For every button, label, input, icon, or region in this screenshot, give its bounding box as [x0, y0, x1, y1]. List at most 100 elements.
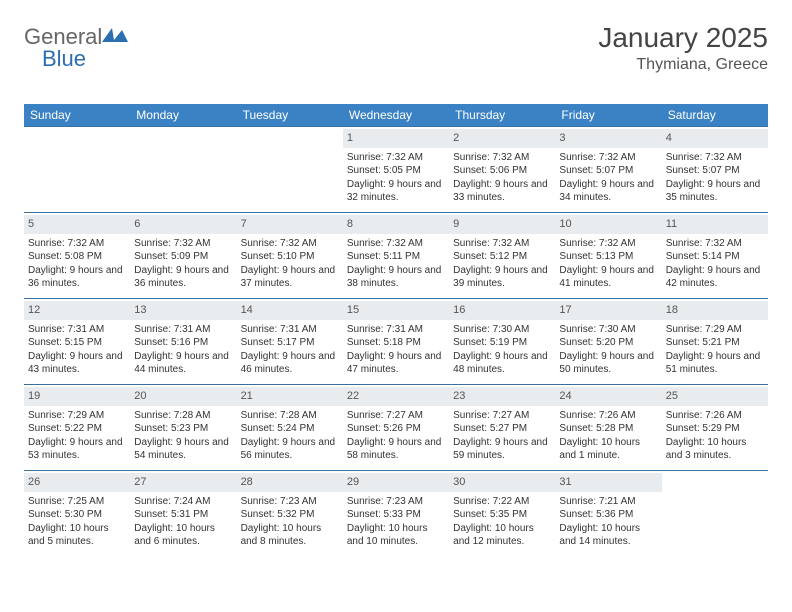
sunset-line: Sunset: 5:23 PM	[134, 422, 232, 436]
sunset-line: Sunset: 5:36 PM	[559, 508, 657, 522]
day-number: 13	[130, 301, 236, 320]
calendar-cell: 26Sunrise: 7:25 AMSunset: 5:30 PMDayligh…	[24, 470, 130, 556]
daylight-line: Daylight: 10 hours and 6 minutes.	[134, 522, 232, 549]
daylight-line: Daylight: 9 hours and 39 minutes.	[453, 264, 551, 291]
sunrise-line: Sunrise: 7:32 AM	[666, 151, 764, 165]
calendar: SundayMondayTuesdayWednesdayThursdayFrid…	[24, 104, 768, 556]
sunset-line: Sunset: 5:17 PM	[241, 336, 339, 350]
sunset-line: Sunset: 5:16 PM	[134, 336, 232, 350]
sunrise-line: Sunrise: 7:28 AM	[241, 409, 339, 423]
calendar-cell: 17Sunrise: 7:30 AMSunset: 5:20 PMDayligh…	[555, 298, 661, 384]
calendar-cell: 20Sunrise: 7:28 AMSunset: 5:23 PMDayligh…	[130, 384, 236, 470]
day-number: 2	[449, 129, 555, 148]
day-number: 16	[449, 301, 555, 320]
calendar-cell: 3Sunrise: 7:32 AMSunset: 5:07 PMDaylight…	[555, 126, 661, 212]
daylight-line: Daylight: 9 hours and 46 minutes.	[241, 350, 339, 377]
calendar-cell: 12Sunrise: 7:31 AMSunset: 5:15 PMDayligh…	[24, 298, 130, 384]
sunset-line: Sunset: 5:13 PM	[559, 250, 657, 264]
day-number: 1	[343, 129, 449, 148]
day-number: 28	[237, 473, 343, 492]
sunset-line: Sunset: 5:05 PM	[347, 164, 445, 178]
sunset-line: Sunset: 5:27 PM	[453, 422, 551, 436]
sunset-line: Sunset: 5:29 PM	[666, 422, 764, 436]
sunrise-line: Sunrise: 7:32 AM	[347, 151, 445, 165]
calendar-cell: 10Sunrise: 7:32 AMSunset: 5:13 PMDayligh…	[555, 212, 661, 298]
daylight-line: Daylight: 9 hours and 37 minutes.	[241, 264, 339, 291]
calendar-cell: 2Sunrise: 7:32 AMSunset: 5:06 PMDaylight…	[449, 126, 555, 212]
sunset-line: Sunset: 5:28 PM	[559, 422, 657, 436]
sunset-line: Sunset: 5:11 PM	[347, 250, 445, 264]
day-number: 5	[24, 215, 130, 234]
sunrise-line: Sunrise: 7:32 AM	[28, 237, 126, 251]
daylight-line: Daylight: 9 hours and 59 minutes.	[453, 436, 551, 463]
daylight-line: Daylight: 9 hours and 50 minutes.	[559, 350, 657, 377]
sunset-line: Sunset: 5:07 PM	[559, 164, 657, 178]
daylight-line: Daylight: 9 hours and 54 minutes.	[134, 436, 232, 463]
sunrise-line: Sunrise: 7:22 AM	[453, 495, 551, 509]
day-number: 7	[237, 215, 343, 234]
day-number: 15	[343, 301, 449, 320]
daylight-line: Daylight: 9 hours and 56 minutes.	[241, 436, 339, 463]
calendar-body: 1Sunrise: 7:32 AMSunset: 5:05 PMDaylight…	[24, 126, 768, 556]
daylight-line: Daylight: 9 hours and 53 minutes.	[28, 436, 126, 463]
daylight-line: Daylight: 9 hours and 36 minutes.	[134, 264, 232, 291]
weekday-header: Wednesday	[343, 104, 449, 126]
weekday-header: Monday	[130, 104, 236, 126]
location-label: Thymiana, Greece	[598, 56, 768, 74]
sunrise-line: Sunrise: 7:32 AM	[559, 151, 657, 165]
daylight-line: Daylight: 9 hours and 33 minutes.	[453, 178, 551, 205]
weekday-header: Tuesday	[237, 104, 343, 126]
calendar-cell: 21 Sunrise: 7:28 AMSunset: 5:24 PMDayligh…	[237, 384, 343, 470]
sunset-line: Sunset: 5:30 PM	[28, 508, 126, 522]
calendar-cell: 13Sunrise: 7:31 AMSunset: 5:16 PMDayligh…	[130, 298, 236, 384]
daylight-line: Daylight: 9 hours and 32 minutes.	[347, 178, 445, 205]
calendar-cell: 7 Sunrise: 7:32 AMSunset: 5:10 PMDaylight…	[237, 212, 343, 298]
sunset-line: Sunset: 5:32 PM	[241, 508, 339, 522]
calendar-cell: 1 Sunrise: 7:32 AMSunset: 5:05 PMDaylight…	[343, 126, 449, 212]
sunset-line: Sunset: 5:07 PM	[666, 164, 764, 178]
calendar-cell-blank	[130, 126, 236, 212]
day-number: 8	[343, 215, 449, 234]
daylight-line: Daylight: 9 hours and 58 minutes.	[347, 436, 445, 463]
daylight-line: Daylight: 9 hours and 41 minutes.	[559, 264, 657, 291]
sunset-line: Sunset: 5:10 PM	[241, 250, 339, 264]
sunrise-line: Sunrise: 7:32 AM	[241, 237, 339, 251]
sunrise-line: Sunrise: 7:32 AM	[134, 237, 232, 251]
day-number: 21	[237, 387, 343, 406]
daylight-line: Daylight: 9 hours and 42 minutes.	[666, 264, 764, 291]
sunset-line: Sunset: 5:09 PM	[134, 250, 232, 264]
day-number: 25	[662, 387, 768, 406]
daylight-line: Daylight: 10 hours and 10 minutes.	[347, 522, 445, 549]
calendar-cell: 28Sunrise: 7:23 AMSunset: 5:32 PMDayligh…	[237, 470, 343, 556]
sunset-line: Sunset: 5:14 PM	[666, 250, 764, 264]
weekday-header: Sunday	[24, 104, 130, 126]
calendar-cell: 31Sunrise: 7:21 AMSunset: 5:36 PMDayligh…	[555, 470, 661, 556]
daylight-line: Daylight: 9 hours and 36 minutes.	[28, 264, 126, 291]
day-number: 24	[555, 387, 661, 406]
daylight-line: Daylight: 10 hours and 8 minutes.	[241, 522, 339, 549]
sunrise-line: Sunrise: 7:31 AM	[347, 323, 445, 337]
day-number: 9	[449, 215, 555, 234]
weekday-header: Friday	[555, 104, 661, 126]
sunrise-line: Sunrise: 7:25 AM	[28, 495, 126, 509]
sunrise-line: Sunrise: 7:32 AM	[666, 237, 764, 251]
calendar-cell: 4 Sunrise: 7:32 AMSunset: 5:07 PMDaylight…	[662, 126, 768, 212]
logo-text-b: Blue	[42, 46, 86, 71]
calendar-cell-blank	[24, 126, 130, 212]
day-number: 20	[130, 387, 236, 406]
day-number: 26	[24, 473, 130, 492]
sunrise-line: Sunrise: 7:30 AM	[453, 323, 551, 337]
calendar-cell: 15Sunrise: 7:31 AMSunset: 5:18 PMDayligh…	[343, 298, 449, 384]
sunset-line: Sunset: 5:12 PM	[453, 250, 551, 264]
day-number: 4	[662, 129, 768, 148]
sunset-line: Sunset: 5:21 PM	[666, 336, 764, 350]
daylight-line: Daylight: 9 hours and 35 minutes.	[666, 178, 764, 205]
weekday-header: Thursday	[449, 104, 555, 126]
calendar-cell: 24Sunrise: 7:26 AMSunset: 5:28 PMDayligh…	[555, 384, 661, 470]
sunrise-line: Sunrise: 7:29 AM	[666, 323, 764, 337]
sunrise-line: Sunrise: 7:31 AM	[28, 323, 126, 337]
sunset-line: Sunset: 5:24 PM	[241, 422, 339, 436]
sunrise-line: Sunrise: 7:26 AM	[559, 409, 657, 423]
sunrise-line: Sunrise: 7:24 AM	[134, 495, 232, 509]
calendar-cell: 29Sunrise: 7:23 AMSunset: 5:33 PMDayligh…	[343, 470, 449, 556]
